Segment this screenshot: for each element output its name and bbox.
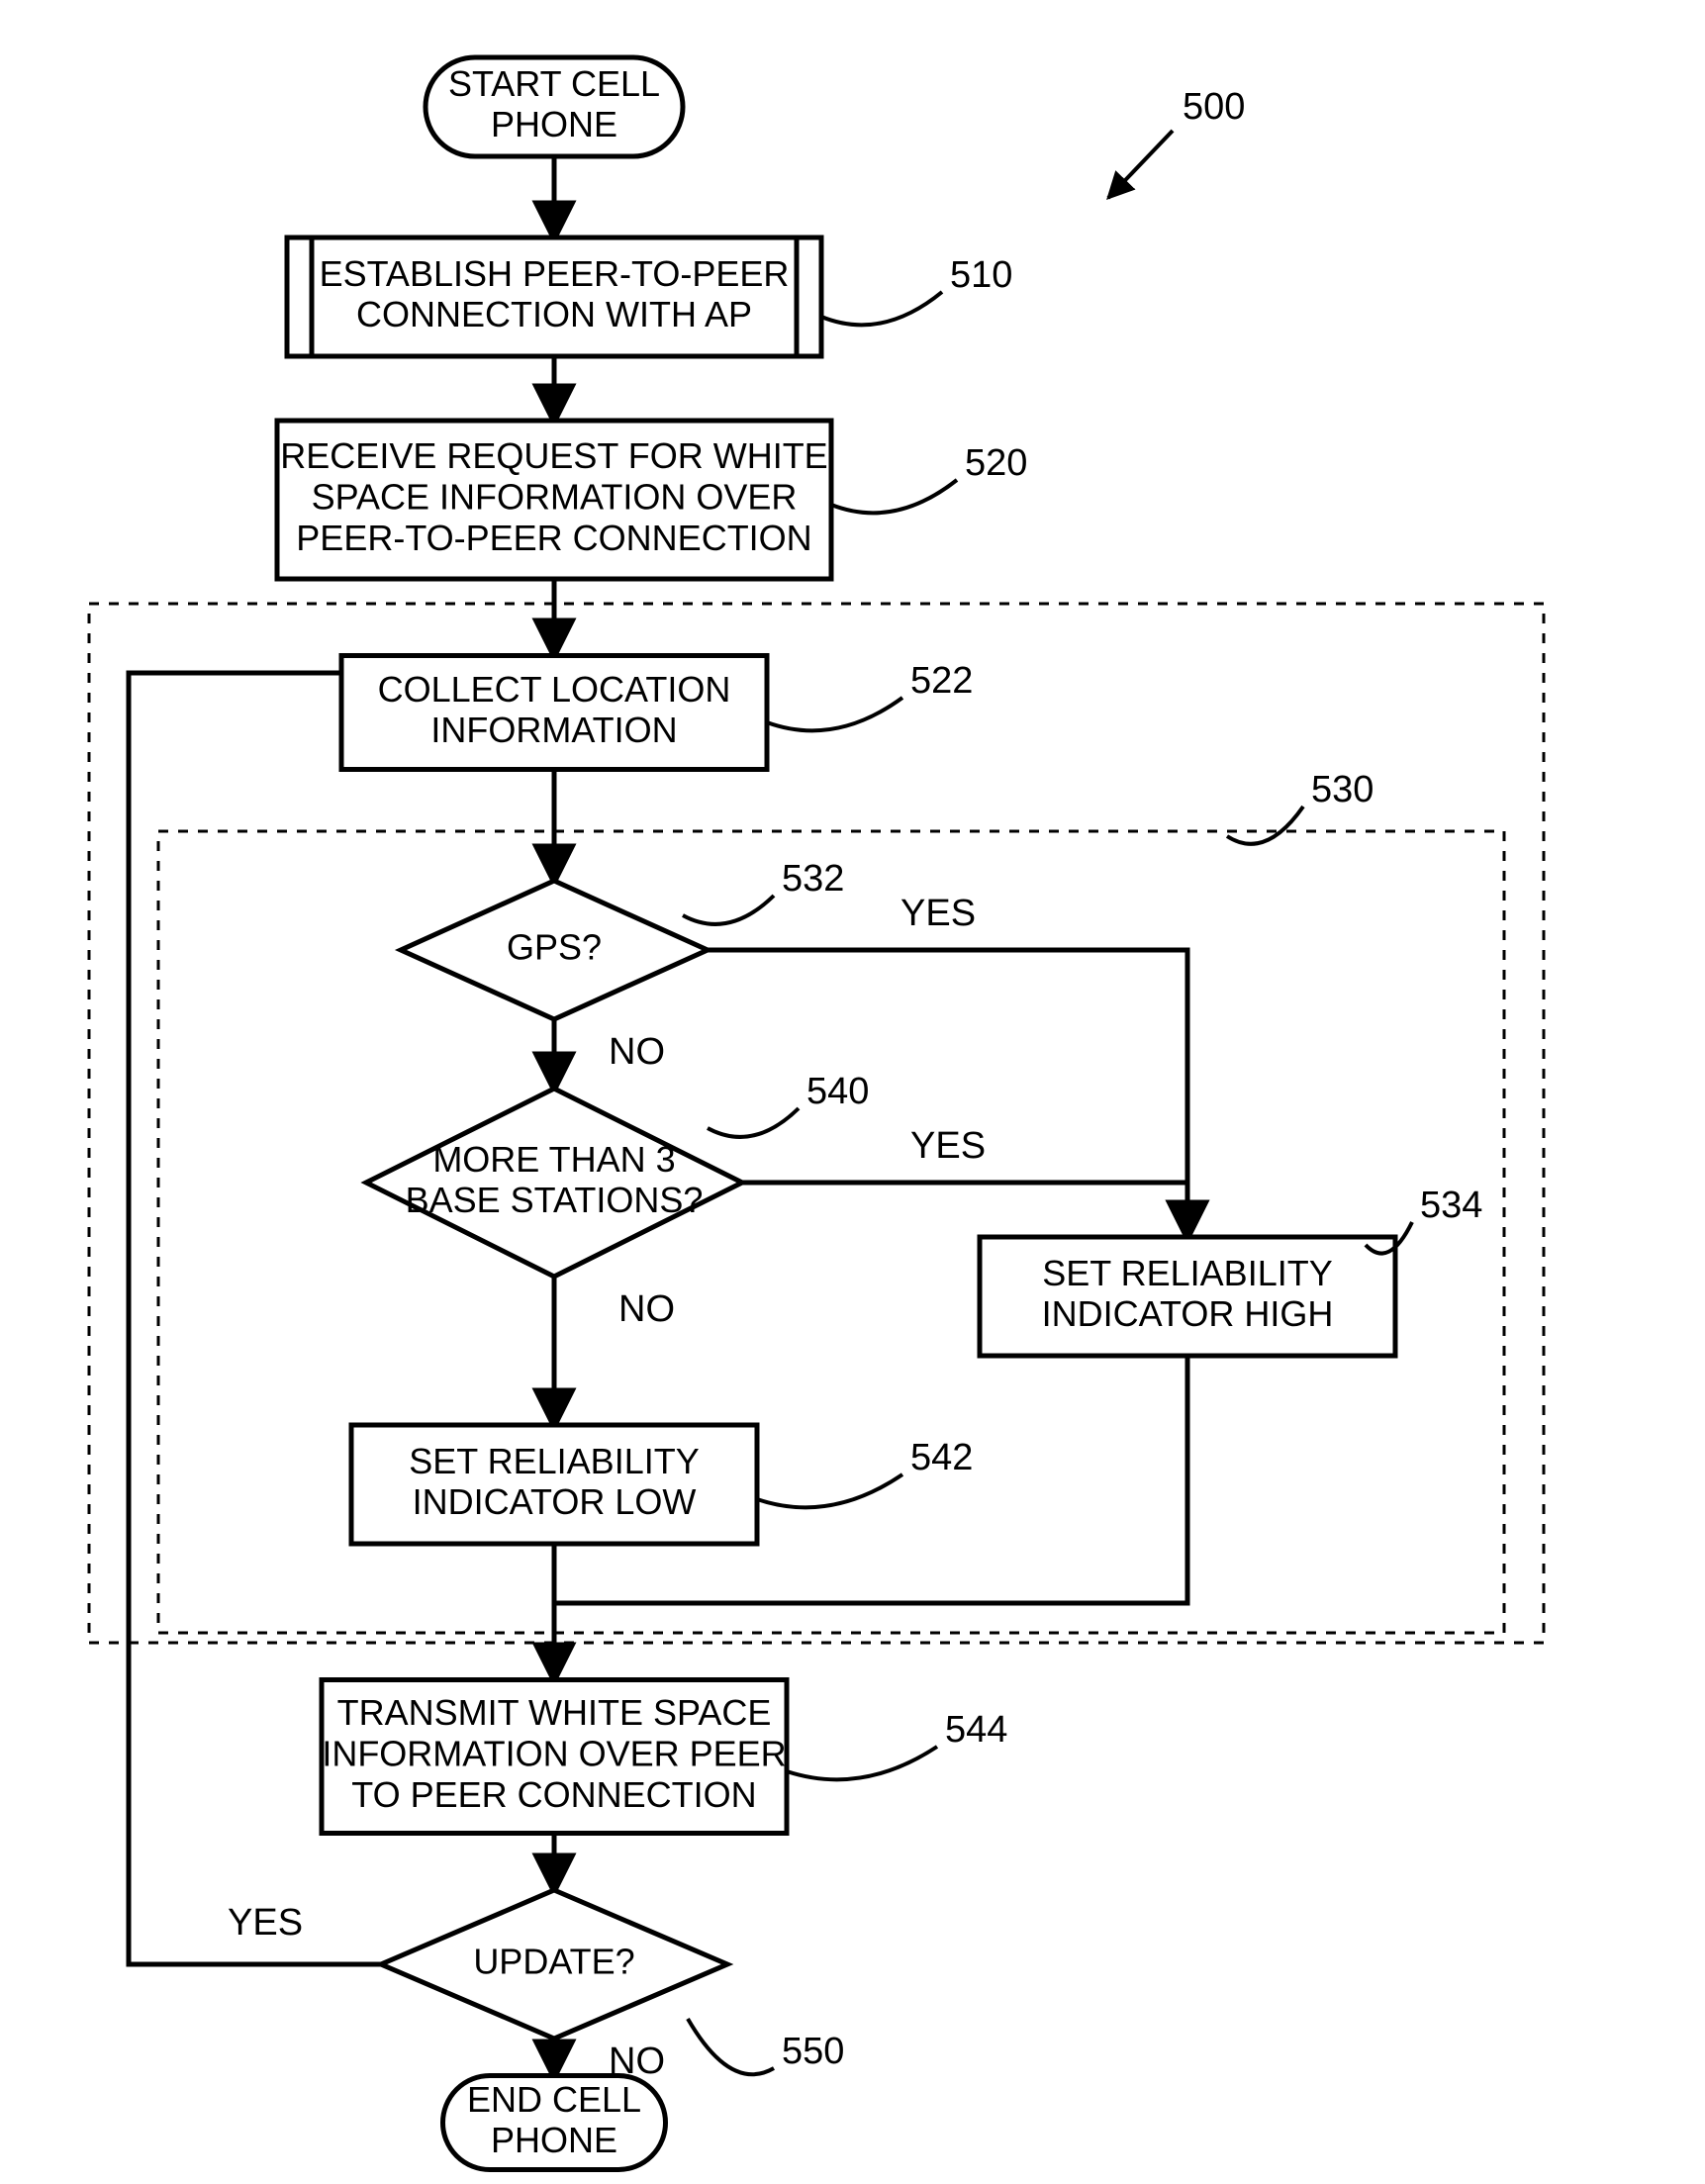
branch-label: YES (228, 1902, 303, 1944)
ref-leader (1227, 807, 1303, 844)
branch-label: NO (609, 2041, 665, 2082)
ref-leader (688, 2019, 774, 2074)
ref-leader (757, 1474, 902, 1507)
ref-label: 530 (1311, 769, 1373, 810)
node-text: GPS? (507, 927, 602, 968)
branch-label: NO (609, 1031, 665, 1073)
node-text: RECEIVE REQUEST FOR WHITESPACE INFORMATI… (280, 435, 827, 558)
ref-label: 544 (945, 1709, 1007, 1751)
ref-label: 540 (806, 1071, 869, 1112)
node-text: SET RELIABILITYINDICATOR LOW (409, 1441, 699, 1522)
edge (708, 950, 1187, 1237)
node-text: END CELLPHONE (467, 2079, 641, 2160)
ref-leader (708, 1108, 799, 1137)
ref-label: 500 (1183, 86, 1245, 128)
ref-leader (787, 1747, 937, 1779)
node-text: ESTABLISH PEER-TO-PEERCONNECTION WITH AP (320, 253, 790, 334)
ref-label: 542 (910, 1437, 973, 1478)
branch-label: NO (618, 1288, 675, 1330)
dashed-region-outer (89, 604, 1544, 1643)
node-text: UPDATE? (473, 1942, 634, 1982)
node-text: SET RELIABILITYINDICATOR HIGH (1042, 1253, 1334, 1334)
node-text: MORE THAN 3BASE STATIONS? (406, 1139, 704, 1220)
ref-label: 520 (965, 442, 1027, 484)
ref-label: 510 (950, 254, 1012, 296)
ref-label: 550 (782, 2031, 844, 2072)
ref-label: 522 (910, 660, 973, 702)
branch-label: YES (900, 893, 976, 934)
ref-leader (683, 896, 774, 924)
ref-label: 534 (1420, 1185, 1482, 1226)
ref-leader (767, 698, 902, 730)
ref-leader-arrow (1108, 131, 1173, 198)
ref-leader (821, 292, 942, 325)
ref-leader (831, 480, 957, 513)
branch-label: YES (910, 1125, 986, 1167)
node-text: TRANSMIT WHITE SPACEINFORMATION OVER PEE… (322, 1692, 786, 1815)
flowchart-canvas: START CELLPHONEESTABLISH PEER-TO-PEERCON… (0, 0, 1705, 2184)
edge (742, 1183, 1187, 1237)
ref-label: 532 (782, 858, 844, 900)
